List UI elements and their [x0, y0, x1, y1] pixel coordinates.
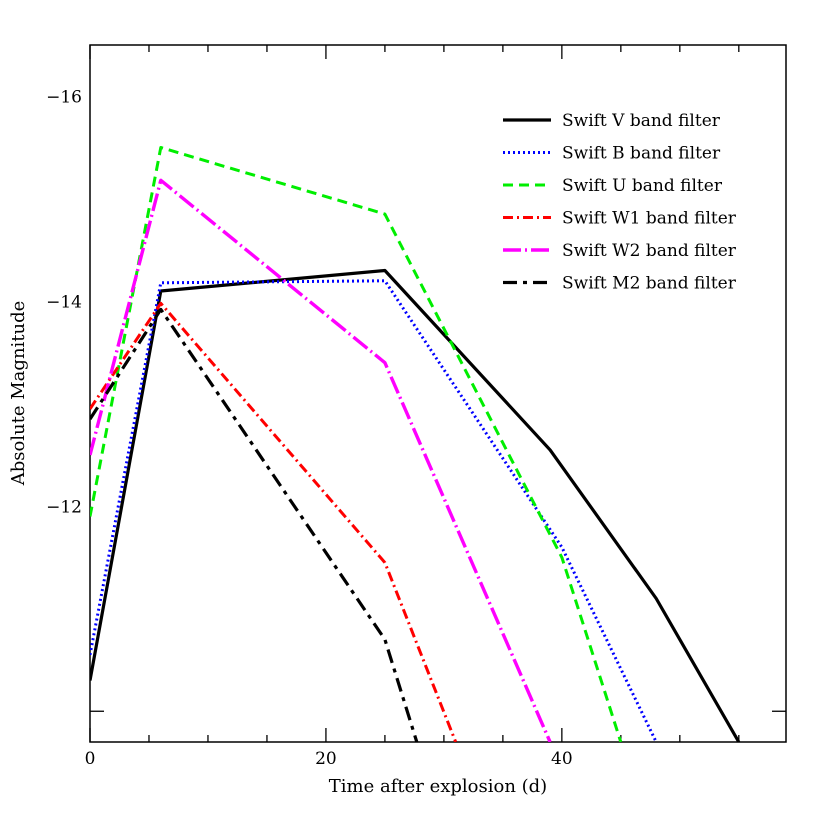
y-tick-label: −12 [46, 497, 82, 517]
legend-label-4: Swift W2 band filter [562, 241, 737, 261]
tick-labels: 0 20 40 −16 −14 −12 [46, 87, 573, 769]
x-tick-label: 0 [85, 749, 96, 769]
series-line-2 [90, 146, 623, 742]
legend-label-1: Swift B band filter [562, 144, 721, 164]
axis-ticks [89, 45, 786, 742]
legend-label-5: Swift M2 band filter [562, 274, 737, 294]
legend: Swift V band filter Swift B band filter Sw… [503, 111, 737, 294]
y-axis-label: Absolute Magnitude [8, 301, 29, 487]
plot-frame [89, 44, 787, 743]
series-line-3 [90, 301, 458, 742]
series-line-0 [90, 268, 741, 742]
legend-label-3: Swift W1 band filter [562, 209, 737, 229]
y-tick-label: −16 [46, 87, 82, 107]
series-line-5 [90, 307, 419, 742]
x-tick-label: 20 [315, 749, 337, 769]
x-tick-label: 40 [551, 749, 573, 769]
series-line-4 [90, 178, 552, 742]
series-lines [90, 146, 741, 742]
legend-label-0: Swift V band filter [562, 111, 721, 131]
x-axis-label: Time after explosion (d) [329, 776, 547, 797]
series-line-1 [90, 279, 658, 742]
y-tick-label: −14 [46, 292, 82, 312]
legend-label-2: Swift U band filter [562, 176, 723, 196]
